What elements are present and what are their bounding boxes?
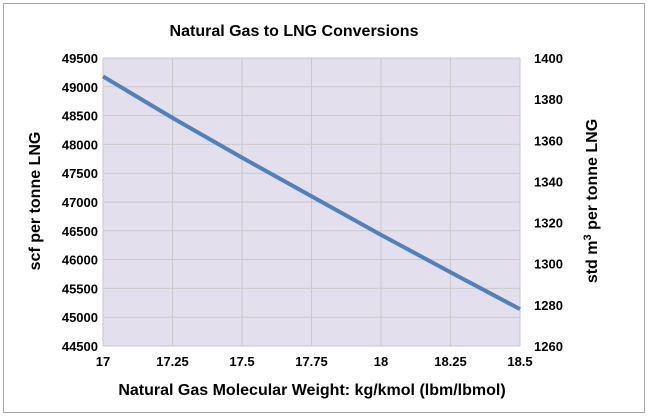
y2-tick-label-4: 1340 (534, 174, 563, 189)
y-axis-ticks: 44500 45000 45500 46000 46500 47000 47500 48000… (62, 51, 98, 354)
y-tick-label-2: 45500 (62, 281, 98, 296)
x-tick-label-5: 18.25 (434, 354, 467, 369)
y-tick-label-5: 47000 (62, 195, 98, 210)
chart-title: Natural Gas to LNG Conversions (170, 23, 419, 40)
x-tick-label-2: 17.5 (229, 354, 254, 369)
y-tick-label-0: 44500 (62, 339, 98, 354)
series-line-0 (101, 74, 521, 311)
y2-axis-ticks: 1260 1280 1300 1320 1340 1360 1380 1400 (534, 51, 563, 354)
x-tick-label-6: 18.5 (507, 354, 532, 369)
y-tick-label-8: 48500 (62, 109, 98, 124)
y-tick-label-10: 49500 (62, 51, 98, 66)
series-layer (101, 74, 521, 311)
x-tick-label-0: 17 (96, 354, 110, 369)
y2-axis-label-prefix: std m (584, 241, 601, 284)
y2-tick-label-0: 1260 (534, 339, 563, 354)
y2-axis-label-superscript: 3 (582, 234, 594, 240)
y2-tick-label-3: 1320 (534, 216, 563, 231)
y-tick-label-4: 46500 (62, 224, 98, 239)
x-tick-label-4: 18 (374, 354, 388, 369)
y-axis-label: scf per tonne LNG (27, 132, 44, 271)
y-tick-label-3: 46000 (62, 253, 98, 268)
x-axis-label: Natural Gas Molecular Weight: kg/kmol (l… (118, 382, 505, 399)
y-tick-label-9: 49000 (62, 80, 98, 95)
y2-tick-label-5: 1360 (534, 133, 563, 148)
x-tick-label-3: 17.75 (295, 354, 328, 369)
y2-axis-label-suffix: per tonne LNG (584, 119, 601, 235)
x-axis-ticks: 17 17.25 17.5 17.75 18 18.25 18.5 (96, 354, 533, 369)
y-tick-label-7: 48000 (62, 137, 98, 152)
y2-tick-label-6: 1380 (534, 92, 563, 107)
y2-tick-label-7: 1400 (534, 51, 563, 66)
y2-axis-label: std m3 per tonne LNG (582, 119, 601, 283)
y-tick-label-6: 47500 (62, 166, 98, 181)
y2-tick-label-1: 1280 (534, 298, 563, 313)
x-tick-label-1: 17.25 (156, 354, 189, 369)
y-tick-label-1: 45000 (62, 310, 98, 325)
grid-lines (102, 57, 521, 347)
y2-tick-label-2: 1300 (534, 257, 563, 272)
